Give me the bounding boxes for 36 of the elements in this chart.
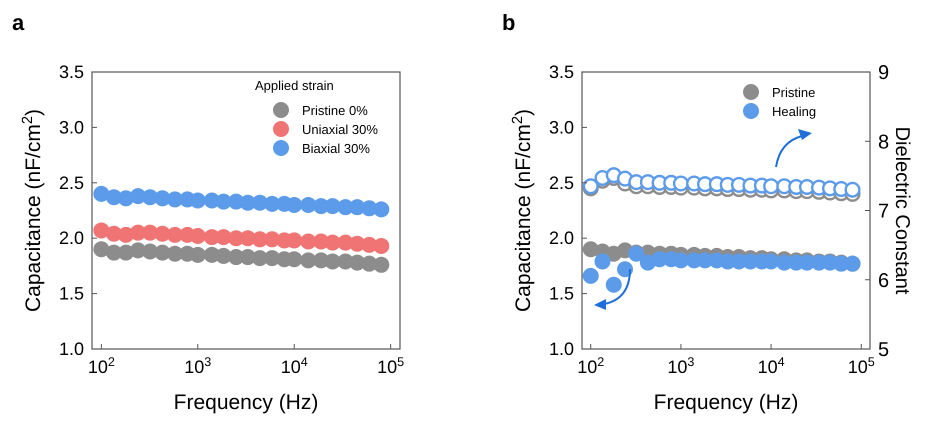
x-tick-label: 10$^{5}$ — [377, 355, 404, 377]
y2-tick-label: 5 — [878, 339, 890, 361]
legend-label: Uniaxial 30% — [302, 122, 378, 137]
y2-tick-label: 9 — [878, 62, 890, 84]
y2-axis-title: Dielectric Constant — [891, 126, 913, 295]
y-tick-label: 3.0 — [58, 117, 84, 138]
legend-title: Applied strain — [255, 78, 334, 93]
x-axis-title: Frequency (Hz) — [654, 391, 798, 414]
legend-label: Pristine 0% — [302, 103, 368, 118]
y-tick-label: 2.5 — [548, 172, 574, 193]
legend-label: Biaxial 30% — [302, 141, 370, 156]
x-tick-label: 10$^{4}$ — [758, 355, 785, 377]
x-tick-label: 10$^{2}$ — [88, 355, 115, 377]
x-tick-label: 10$^{3}$ — [184, 355, 212, 377]
y2-tick-label: 6 — [878, 270, 890, 292]
y-tick-label: 1.0 — [548, 339, 574, 359]
x-tick-label: 10$^{3}$ — [667, 355, 694, 377]
y-tick-label: 3.5 — [58, 62, 84, 82]
y-tick-label: 2.5 — [58, 172, 84, 193]
y-tick-label: 1.0 — [58, 339, 84, 359]
chart-title: a — [12, 10, 25, 35]
legend-label: Healing — [772, 104, 816, 119]
legend-label: Pristine — [772, 85, 816, 100]
y2-tick-label: 8 — [878, 131, 890, 154]
x-tick-label: 10$^{4}$ — [280, 355, 308, 377]
y2-tick-label: 7 — [878, 200, 890, 222]
y-tick-label: 3.5 — [548, 62, 574, 82]
y-tick-label: 1.5 — [548, 284, 574, 304]
x-tick-label: 10$^{2}$ — [577, 355, 604, 377]
y-tick-label: 2.0 — [548, 228, 574, 248]
x-tick-label: 10$^{5}$ — [848, 355, 875, 377]
y-tick-label: 3.0 — [548, 117, 574, 138]
y-tick-label: 1.5 — [58, 284, 84, 304]
y-tick-label: 2.0 — [58, 228, 84, 248]
x-axis-title: Frequency (Hz) — [174, 391, 318, 414]
chart-title: b — [502, 10, 516, 35]
